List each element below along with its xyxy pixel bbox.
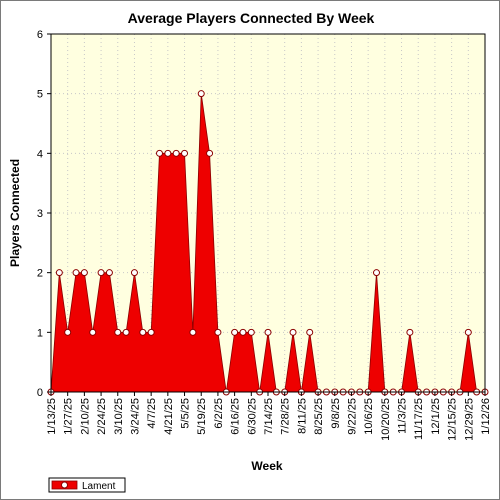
- x-tick-label: 4/7/25: [146, 398, 158, 429]
- x-tick-label: 1/13/25: [46, 398, 58, 435]
- data-point: [130, 269, 138, 277]
- data-point: [189, 328, 197, 336]
- y-tick-label: 1: [37, 327, 43, 339]
- x-tick-label: 6/30/25: [246, 398, 258, 435]
- legend-marker: [61, 481, 68, 489]
- data-point: [231, 328, 239, 336]
- x-tick-label: 12/29/25: [463, 398, 475, 441]
- y-tick-label: 0: [37, 387, 43, 399]
- data-point: [289, 328, 297, 336]
- data-point: [181, 149, 189, 157]
- x-axis-label: Week: [251, 459, 282, 473]
- x-axis-ticks: 1/13/25 1/27/25 2/10/25 2/24/25 3/10/25 3/24/…: [46, 392, 492, 441]
- x-tick-label: 1/12/26: [480, 398, 492, 435]
- data-point: [306, 328, 314, 336]
- data-point: [55, 269, 63, 277]
- data-point: [89, 328, 97, 336]
- x-tick-label: 11/17/25: [413, 398, 425, 440]
- data-point: [206, 149, 214, 157]
- y-tick-label: 4: [37, 148, 43, 160]
- data-point: [139, 328, 147, 336]
- data-point: [122, 328, 130, 336]
- x-tick-label: 3/10/25: [113, 398, 125, 435]
- data-point: [172, 149, 180, 157]
- x-tick-label: 3/24/25: [129, 398, 141, 435]
- data-point: [164, 149, 172, 157]
- data-point: [464, 328, 472, 336]
- x-tick-label: 10/6/25: [363, 398, 375, 435]
- x-tick-label: 8/25/25: [313, 398, 325, 435]
- data-point: [97, 269, 105, 277]
- data-point: [197, 90, 205, 98]
- x-tick-label: 8/11/25: [296, 398, 308, 434]
- x-tick-label: 4/21/25: [163, 398, 175, 435]
- x-tick-label: 6/16/25: [230, 398, 242, 435]
- data-point: [64, 328, 72, 336]
- x-tick-label: 7/28/25: [280, 398, 292, 435]
- x-tick-label: 1/27/25: [63, 398, 75, 435]
- data-point: [114, 328, 122, 336]
- data-point: [373, 269, 380, 277]
- data-point: [147, 328, 155, 336]
- x-tick-label: 6/2/25: [213, 398, 225, 429]
- x-tick-label: 9/8/25: [330, 398, 342, 429]
- data-point: [105, 269, 113, 277]
- x-tick-label: 12/1/25: [430, 398, 442, 435]
- data-point: [247, 328, 255, 336]
- y-tick-label: 6: [37, 29, 43, 41]
- x-tick-label: 11/3/25: [397, 398, 409, 434]
- data-point: [214, 328, 222, 336]
- x-tick-label: 5/5/25: [180, 398, 192, 429]
- data-point: [156, 149, 163, 157]
- x-tick-label: 9/22/25: [346, 398, 358, 435]
- x-tick-label: 10/20/25: [380, 398, 392, 441]
- data-point: [72, 269, 80, 277]
- data-point: [264, 328, 272, 336]
- x-tick-label: 7/14/25: [263, 398, 275, 435]
- chart-title: Average Players Connected By Week: [128, 10, 375, 26]
- y-axis-ticks: 0 1 2 3 4 5 6: [37, 29, 51, 399]
- y-tick-label: 2: [37, 268, 43, 280]
- x-tick-label: 2/24/25: [96, 398, 108, 435]
- y-axis-label: Players Connected: [8, 159, 22, 267]
- legend-label: Lament: [82, 481, 116, 492]
- data-point: [406, 328, 414, 336]
- legend: Lament: [48, 477, 126, 493]
- x-tick-label: 2/10/25: [79, 398, 91, 435]
- x-tick-label: 5/19/25: [196, 398, 208, 435]
- y-tick-label: 3: [37, 208, 43, 220]
- x-tick-label: 12/15/25: [447, 398, 459, 441]
- y-tick-label: 5: [37, 89, 43, 101]
- data-point: [80, 269, 88, 277]
- data-point: [239, 328, 247, 336]
